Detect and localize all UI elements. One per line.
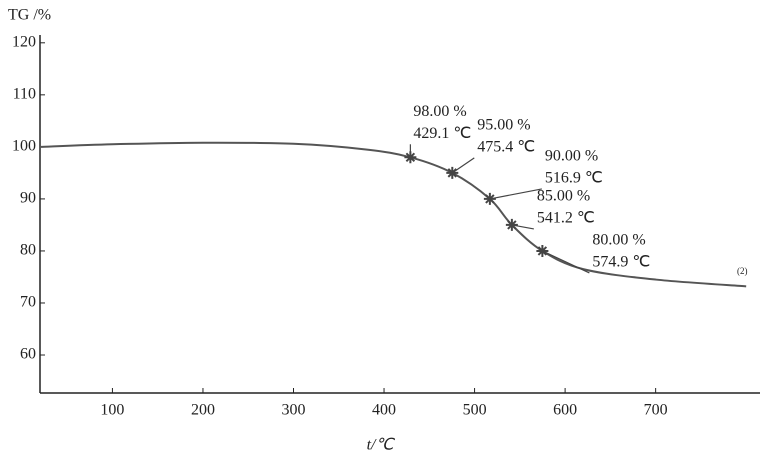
marker-y-label: 98.00 % [413, 103, 466, 120]
marker-y-label: 90.00 % [545, 148, 598, 165]
marker-x-label: 475.4 ℃ [477, 139, 535, 156]
y-tick-label: 60 [20, 346, 36, 363]
marker-x-label: 516.9 ℃ [545, 170, 603, 187]
marker-x-label: 574.9 ℃ [592, 254, 650, 271]
x-tick-label: 200 [191, 402, 215, 419]
marker-y-label: 80.00 % [592, 232, 645, 249]
y-tick-label: 100 [12, 138, 36, 155]
marker [446, 166, 459, 179]
x-tick-label: 300 [281, 402, 305, 419]
x-tick-label: 700 [644, 402, 668, 419]
annotation: (2) [737, 266, 748, 276]
x-tick-label: 400 [372, 402, 396, 419]
marker [483, 192, 496, 205]
x-tick-label: 600 [553, 402, 577, 419]
marker [404, 151, 417, 164]
marker-y-label: 85.00 % [537, 188, 590, 205]
y-tick-label: 120 [12, 33, 36, 50]
marker [536, 244, 549, 257]
leader-line [489, 188, 542, 200]
x-tick-label: 100 [100, 402, 124, 419]
marker-x-label: 541.2 ℃ [537, 210, 595, 227]
marker-x-label: 429.1 ℃ [413, 125, 471, 142]
y-tick-label: 80 [20, 242, 36, 259]
marker [505, 218, 518, 231]
y-axis-label: TG /% [8, 7, 51, 24]
y-tick-label: 90 [20, 190, 36, 207]
y-tick-label: 110 [13, 86, 36, 103]
marker-y-label: 95.00 % [477, 117, 530, 134]
leader-line [542, 250, 590, 274]
x-tick-label: 500 [463, 402, 487, 419]
y-tick-label: 70 [20, 294, 36, 311]
x-axis-label: t/℃ [367, 437, 396, 454]
